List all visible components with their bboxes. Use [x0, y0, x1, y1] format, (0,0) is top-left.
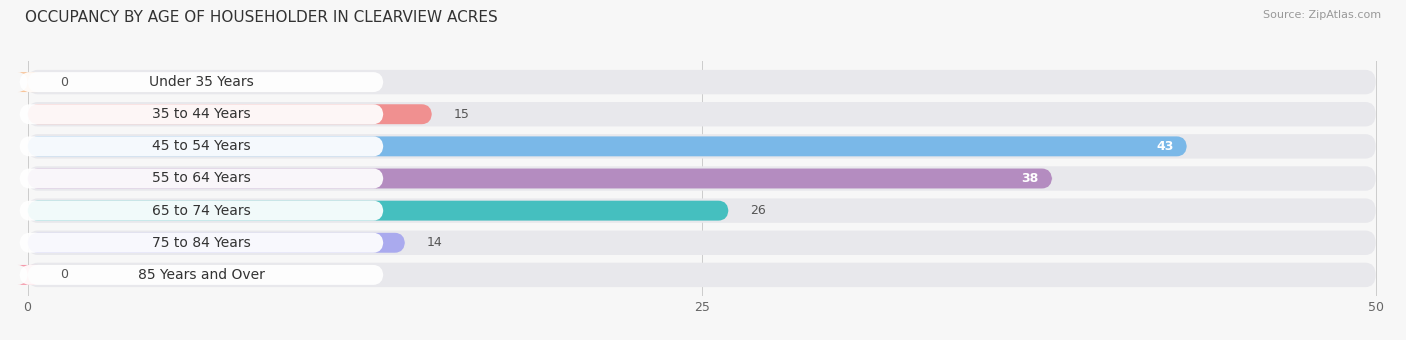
Text: 0: 0: [60, 75, 67, 89]
FancyBboxPatch shape: [28, 136, 1187, 156]
FancyBboxPatch shape: [17, 265, 38, 285]
FancyBboxPatch shape: [20, 169, 384, 188]
FancyBboxPatch shape: [28, 199, 1375, 223]
Text: 45 to 54 Years: 45 to 54 Years: [152, 139, 250, 153]
FancyBboxPatch shape: [28, 104, 432, 124]
Text: 26: 26: [751, 204, 766, 217]
FancyBboxPatch shape: [28, 166, 1375, 191]
FancyBboxPatch shape: [20, 233, 384, 253]
FancyBboxPatch shape: [28, 231, 1375, 255]
FancyBboxPatch shape: [20, 265, 384, 285]
FancyBboxPatch shape: [28, 102, 1375, 126]
FancyBboxPatch shape: [20, 104, 384, 124]
FancyBboxPatch shape: [28, 233, 405, 253]
FancyBboxPatch shape: [17, 72, 38, 92]
FancyBboxPatch shape: [20, 201, 384, 221]
FancyBboxPatch shape: [20, 72, 384, 92]
Text: 0: 0: [60, 268, 67, 282]
Text: 14: 14: [426, 236, 443, 249]
Text: OCCUPANCY BY AGE OF HOUSEHOLDER IN CLEARVIEW ACRES: OCCUPANCY BY AGE OF HOUSEHOLDER IN CLEAR…: [25, 10, 498, 25]
Text: 15: 15: [454, 108, 470, 121]
Text: 38: 38: [1021, 172, 1039, 185]
Text: 55 to 64 Years: 55 to 64 Years: [152, 171, 250, 186]
FancyBboxPatch shape: [28, 201, 728, 221]
FancyBboxPatch shape: [28, 263, 1375, 287]
Text: Under 35 Years: Under 35 Years: [149, 75, 254, 89]
FancyBboxPatch shape: [20, 136, 384, 156]
Text: 65 to 74 Years: 65 to 74 Years: [152, 204, 250, 218]
FancyBboxPatch shape: [28, 134, 1375, 158]
FancyBboxPatch shape: [28, 70, 1375, 94]
Text: 75 to 84 Years: 75 to 84 Years: [152, 236, 250, 250]
Text: 35 to 44 Years: 35 to 44 Years: [152, 107, 250, 121]
Text: 85 Years and Over: 85 Years and Over: [138, 268, 264, 282]
Text: Source: ZipAtlas.com: Source: ZipAtlas.com: [1263, 10, 1381, 20]
Text: 43: 43: [1156, 140, 1174, 153]
FancyBboxPatch shape: [28, 169, 1052, 188]
